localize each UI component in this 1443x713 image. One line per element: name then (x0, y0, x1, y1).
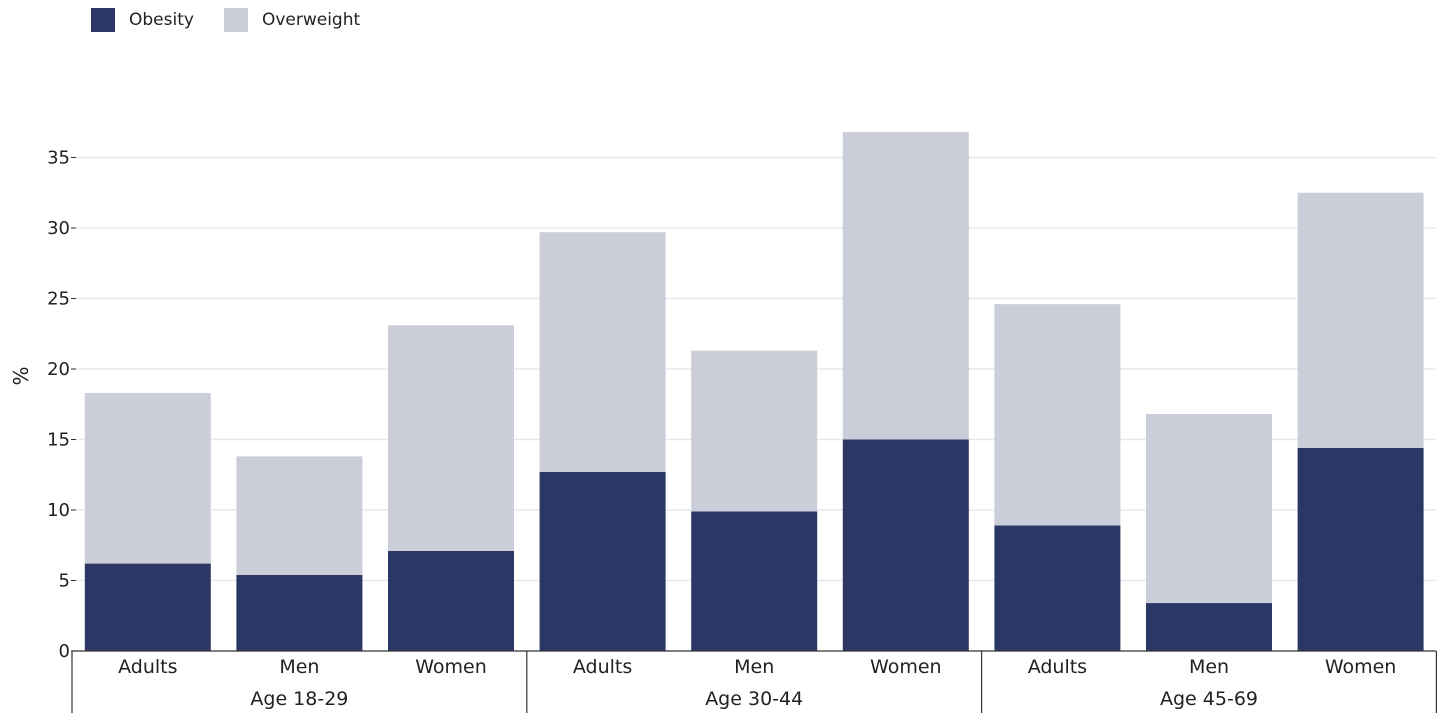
bar-obesity[interactable] (842, 439, 969, 652)
y-tick-label: 15 (47, 430, 70, 451)
bar-obesity[interactable] (539, 471, 666, 651)
category-label: Men (734, 656, 774, 678)
bar-obesity[interactable] (236, 574, 363, 651)
bar-obesity[interactable] (1146, 603, 1272, 651)
overweight-swatch (223, 8, 248, 32)
bar-obesity[interactable] (388, 550, 514, 651)
y-tick-label: 0 (59, 641, 70, 662)
obesity-swatch (91, 8, 115, 32)
y-tick-label: 30 (47, 218, 70, 239)
category-label: Women (415, 656, 487, 678)
legend-item-obesity[interactable]: Obesity (91, 8, 194, 32)
legend-label-obesity: Obesity (129, 10, 194, 30)
category-label: Women (1325, 656, 1397, 678)
bar-overweight[interactable] (691, 350, 818, 512)
bar-obesity[interactable] (994, 525, 1121, 651)
bar-overweight[interactable] (1146, 414, 1272, 604)
legend: Obesity Overweight (91, 8, 390, 32)
bar-overweight[interactable] (1297, 192, 1424, 448)
bar-overweight[interactable] (84, 392, 211, 564)
y-tick-label: 20 (47, 359, 70, 380)
category-label: Adults (573, 656, 632, 678)
y-tick-label: 5 (59, 571, 70, 592)
bar-overweight[interactable] (236, 456, 363, 575)
legend-item-overweight[interactable]: Overweight (223, 8, 361, 32)
group-label: Age 18-29 (250, 688, 348, 710)
bar-overweight[interactable] (539, 232, 666, 472)
group-label: Age 30-44 (705, 688, 803, 710)
bar-obesity[interactable] (84, 563, 211, 651)
y-axis-label: % (9, 367, 33, 386)
bar-overweight[interactable] (842, 132, 969, 440)
bar-overweight[interactable] (388, 325, 514, 551)
bar-obesity[interactable] (1297, 447, 1424, 651)
y-tick-label: 25 (47, 289, 70, 310)
group-label: Age 45-69 (1160, 688, 1258, 710)
category-label: Women (870, 656, 942, 678)
legend-label-overweight: Overweight (261, 10, 361, 30)
category-label: Men (1189, 656, 1229, 678)
bar-overweight[interactable] (994, 304, 1121, 526)
bar-obesity[interactable] (691, 511, 818, 651)
category-label: Adults (1028, 656, 1087, 678)
y-tick-label: 10 (47, 500, 70, 521)
category-label: Men (279, 656, 319, 678)
y-tick-label: 35 (47, 148, 70, 169)
category-label: Adults (118, 656, 177, 678)
